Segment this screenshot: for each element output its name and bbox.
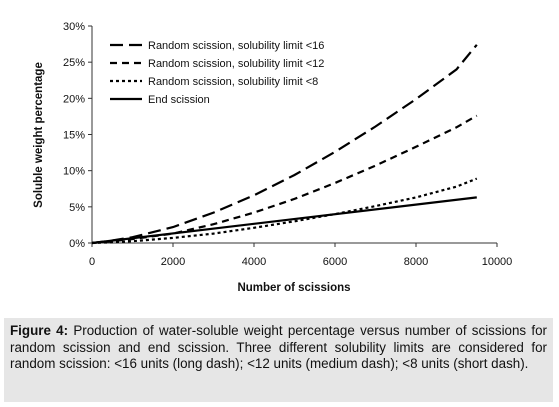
chart: Soluble weight percentage Number of scis… (33, 21, 512, 294)
y-tick-label: 30% (63, 21, 85, 33)
y-tick-label: 25% (63, 57, 85, 69)
legend-label: End scission (148, 94, 210, 106)
y-tick-label: 20% (63, 93, 85, 105)
figure-caption: Figure 4: Production of water-soluble we… (4, 318, 553, 402)
x-tick-label: 8000 (404, 256, 428, 268)
caption-body: Production of water-soluble weight perce… (10, 323, 548, 371)
series-line-long (91, 44, 478, 245)
x-tick-label: 10000 (482, 256, 513, 268)
legend-label: Random scission, solubility limit <12 (148, 58, 324, 70)
series-line-short (91, 177, 478, 245)
x-axis-title: Number of scissions (237, 282, 350, 294)
series-lines (91, 44, 478, 245)
caption-paragraph: Figure 4: Production of water-soluble we… (10, 323, 547, 373)
axes: 0% 5% 10% 15% 20% 25% 30% 0 2000 4000 6000 8000 1000… (63, 21, 512, 268)
x-tick-label: 0 (89, 256, 95, 268)
legend-label: Random scission, solubility limit <8 (148, 76, 318, 88)
y-tick-label: 15% (63, 130, 85, 142)
legend-label: Random scission, solubility limit <16 (148, 40, 324, 52)
y-tick-label: 5% (69, 202, 85, 214)
x-tick-label: 6000 (323, 256, 347, 268)
y-tick-label: 10% (63, 166, 85, 178)
legend: Random scission, solubility limit <16 Ran… (110, 40, 324, 106)
series-line-solid (91, 196, 477, 245)
y-axis-title: Soluble weight percentage (33, 62, 45, 208)
caption-label: Figure 4: (10, 323, 69, 338)
y-tick-label: 0% (69, 238, 85, 250)
x-tick-label: 4000 (242, 256, 266, 268)
x-tick-label: 2000 (161, 256, 185, 268)
